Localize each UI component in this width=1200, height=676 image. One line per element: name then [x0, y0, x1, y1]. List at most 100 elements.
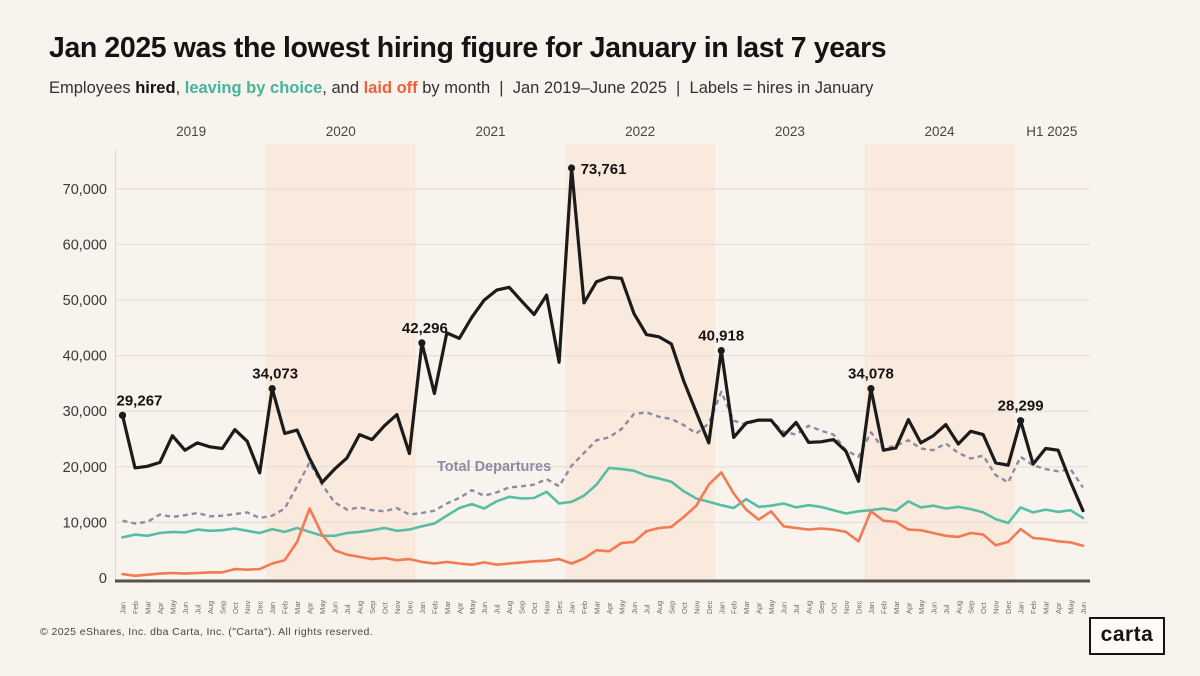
january-point-marker	[867, 384, 875, 393]
january-point-marker	[418, 339, 426, 347]
month-tick-label: Jun	[780, 602, 789, 614]
annotation-label: 40,918	[698, 328, 744, 345]
month-tick-label: Jan	[268, 602, 277, 614]
month-tick-label: Oct	[530, 601, 539, 614]
month-tick-label: Dec	[854, 600, 863, 614]
month-tick-label: Apr	[904, 602, 913, 614]
month-tick-label: Jan	[1017, 602, 1026, 614]
month-tick-label: Dec	[555, 600, 564, 614]
subtitle-laidoff-keyword: laid off	[363, 79, 418, 97]
year-label: 2024	[925, 124, 956, 139]
month-tick-label: Apr	[605, 602, 614, 614]
year-label: 2023	[775, 124, 805, 139]
month-tick-label: Aug	[206, 601, 215, 614]
month-tick-label: Feb	[1029, 601, 1038, 614]
month-tick-label: Sep	[218, 601, 227, 614]
month-tick-label: Jul	[792, 604, 801, 614]
month-tick-label: Jul	[493, 604, 502, 614]
month-tick-label: Oct	[979, 601, 988, 614]
subtitle-comma: ,	[175, 79, 185, 97]
month-tick-label: Jun	[630, 602, 639, 614]
annotation-label: 73,761	[581, 161, 627, 178]
subtitle-leaving-keyword: leaving by choice	[184, 79, 323, 97]
month-tick-label: May	[1067, 600, 1076, 614]
year-label: 2020	[326, 124, 356, 139]
chart-subtitle: Employees hired, leaving by choice, and …	[49, 79, 873, 98]
month-tick-label: Nov	[243, 600, 252, 614]
month-tick-label: May	[468, 600, 477, 614]
month-tick-label: Jun	[1079, 602, 1088, 614]
month-tick-label: Aug	[655, 601, 664, 614]
month-tick-label: Oct	[830, 601, 839, 614]
y-axis-tick-label: 30,000	[63, 404, 107, 420]
year-label: 2022	[625, 124, 655, 139]
month-tick-label: Nov	[543, 600, 552, 614]
shaded-band	[265, 144, 416, 581]
page-title: Jan 2025 was the lowest hiring figure fo…	[49, 32, 887, 64]
month-tick-label: May	[617, 600, 626, 614]
month-tick-label: Jun	[929, 602, 938, 614]
month-tick-label: Dec	[1004, 600, 1013, 614]
month-tick-label: Sep	[368, 601, 377, 614]
month-tick-label: Apr	[755, 602, 764, 614]
y-axis-tick-label: 20,000	[63, 460, 107, 476]
year-label: 2019	[176, 124, 206, 139]
month-tick-label: Jan	[717, 602, 726, 614]
month-tick-label: Oct	[380, 601, 389, 614]
y-axis-tick-label: 60,000	[63, 237, 107, 253]
year-label: H1 2025	[1026, 124, 1077, 139]
month-tick-label: Dec	[256, 600, 265, 614]
month-tick-label: Aug	[954, 601, 963, 614]
month-tick-label: Aug	[505, 601, 514, 614]
annotation-label: 34,073	[252, 366, 298, 383]
total-departures-line	[122, 390, 1084, 525]
month-tick-label: Mar	[143, 601, 152, 614]
month-tick-label: Jul	[343, 604, 352, 614]
month-tick-label: Feb	[879, 601, 888, 614]
annotation-label: 34,078	[848, 366, 894, 383]
year-label: 2021	[475, 124, 505, 139]
january-point-marker	[567, 164, 576, 172]
month-tick-label: Feb	[730, 601, 739, 614]
month-tick-label: Mar	[593, 601, 602, 614]
y-axis-tick-label: 10,000	[63, 515, 107, 531]
subtitle-and: , and	[322, 79, 364, 97]
month-tick-label: Jan	[119, 602, 128, 614]
month-tick-label: Mar	[742, 601, 751, 614]
month-tick-label: Jul	[942, 604, 951, 614]
y-axis-tick-label: 50,000	[63, 293, 107, 309]
leaving-by-choice-line	[121, 466, 1085, 539]
month-tick-label: Feb	[430, 601, 439, 614]
month-tick-label: Aug	[356, 601, 365, 614]
y-axis-tick-label: 0	[99, 571, 107, 587]
month-tick-label: Feb	[281, 601, 290, 614]
month-tick-label: May	[917, 600, 926, 614]
subtitle-lead: Employees	[49, 79, 136, 97]
january-point-marker	[1017, 417, 1025, 425]
month-tick-label: Jan	[418, 602, 427, 614]
total-departures-label: Total Departures	[437, 459, 551, 475]
month-tick-label: Dec	[705, 600, 714, 614]
january-point-marker	[268, 385, 276, 393]
month-tick-label: Jun	[480, 602, 489, 614]
month-tick-label: Mar	[892, 601, 901, 614]
month-tick-label: Feb	[131, 601, 140, 614]
month-tick-label: Oct	[231, 601, 240, 614]
hired-line	[120, 166, 1085, 513]
laid-off-line	[121, 471, 1085, 578]
shaded-band	[565, 144, 716, 581]
month-tick-label: Aug	[805, 601, 814, 614]
annotation-label: 29,267	[117, 392, 163, 409]
month-tick-label: Nov	[992, 600, 1001, 614]
subtitle-hired-keyword: hired	[135, 79, 176, 97]
january-point-marker	[717, 346, 725, 355]
month-tick-label: Jul	[642, 604, 651, 614]
month-tick-label: Jul	[193, 604, 202, 614]
month-tick-label: Mar	[1042, 601, 1051, 614]
month-tick-label: Nov	[842, 600, 851, 614]
month-tick-label: Apr	[1054, 602, 1063, 614]
month-tick-label: Dec	[405, 600, 414, 614]
annotation-label: 28,299	[998, 398, 1044, 415]
